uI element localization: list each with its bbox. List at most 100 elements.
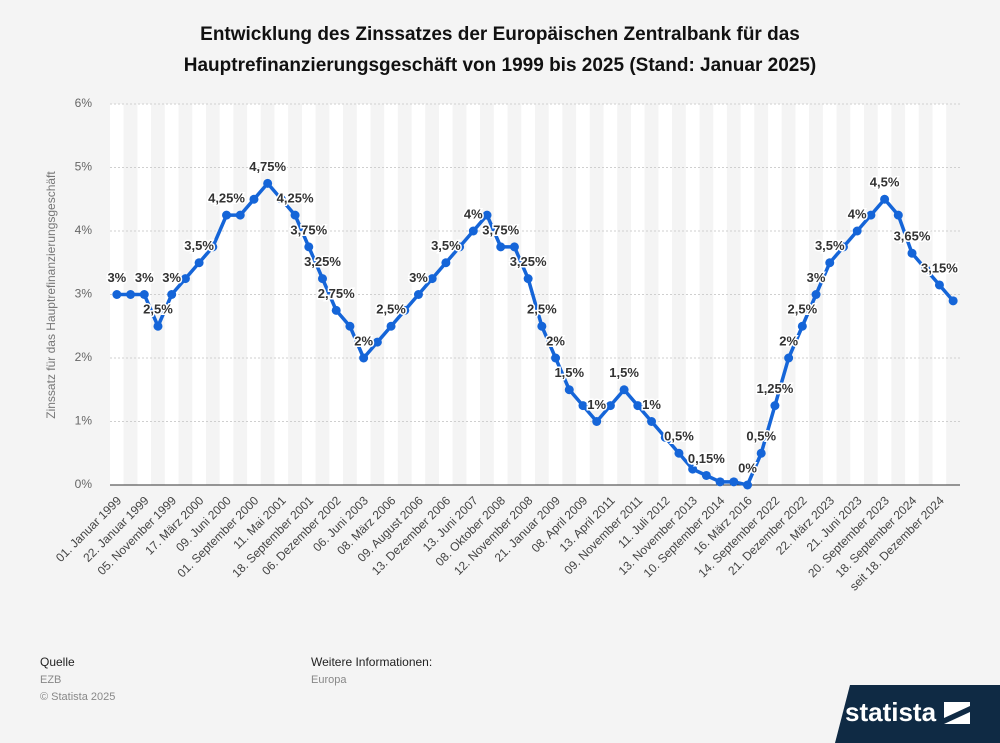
y-tick-label: 6% [75,96,93,110]
data-label: 1,5% [609,365,639,380]
point [921,264,931,274]
point [934,280,944,290]
data-label: 4% [464,206,483,221]
column-band [658,104,673,485]
point [605,401,615,411]
data-label: 3% [807,270,826,285]
data-label: 3% [409,270,428,285]
column-band [918,104,933,485]
point [222,210,232,220]
info-title: Weitere Informationen: [311,655,432,669]
point [276,194,286,204]
y-tick-label: 1% [75,414,93,428]
point [126,290,136,299]
point [441,258,451,268]
brand: statista [845,697,937,727]
y-tick-label: 5% [75,160,93,174]
point [537,321,547,331]
point [455,242,465,252]
column-band [781,104,796,485]
data-label: 3,65% [894,229,931,244]
column-band [178,104,193,485]
data-label: 2% [354,333,373,348]
data-label: 3,75% [482,222,519,237]
point [825,258,835,268]
point [413,290,423,299]
point [948,296,958,306]
point [701,470,711,480]
chart-title: Hauptrefinanzierungsgeschäft von 1999 bi… [184,55,816,76]
y-tick-label: 2% [75,350,93,364]
data-label: 2% [779,333,798,348]
point [797,321,807,331]
data-label: 3,5% [431,238,461,253]
point [551,353,561,363]
data-label: 3,25% [510,254,547,269]
column-band [205,104,220,485]
point [633,401,643,411]
point [153,321,163,331]
copyright: © Statista 2025 [40,691,115,703]
point [880,194,890,204]
point [688,464,698,474]
point [235,210,245,220]
data-label: 3,5% [184,238,214,253]
point [907,248,917,258]
point [756,448,766,458]
column-band [946,104,960,485]
column-band [685,104,700,485]
point [400,305,410,315]
column-band [822,104,837,485]
point [674,448,684,458]
point [852,226,862,236]
data-label: 3,5% [815,238,845,253]
data-label: 1% [587,397,606,412]
point [729,477,739,487]
data-label: 2,5% [143,302,173,317]
point [112,290,122,299]
data-label: 3% [135,270,154,285]
column-band [630,104,645,485]
source-title: Quelle [40,655,75,669]
data-label: 3% [107,270,126,285]
point [564,385,574,395]
data-label: 1% [642,397,661,412]
y-tick-label: 3% [75,287,93,301]
column-band [493,104,508,485]
point [811,290,821,299]
data-label: 0% [738,460,757,475]
data-label: 0,5% [664,429,694,444]
data-label: 4,25% [208,191,245,206]
column-band [713,104,727,485]
column-band [301,104,316,485]
point [893,210,903,220]
point [784,353,794,363]
point [838,242,848,252]
point [359,353,369,363]
point [509,242,519,252]
data-label: 1,25% [756,381,793,396]
point [249,194,259,204]
chart-title: Entwicklung des Zinssatzes der Europäisc… [200,24,800,45]
data-label: 2,5% [527,302,557,317]
column-band [425,104,440,485]
point [578,401,588,411]
data-label: 2% [546,333,565,348]
data-label: 2,75% [318,286,355,301]
point [345,321,355,331]
brand-box [835,685,1000,743]
point [523,274,533,284]
point [208,242,218,252]
point [318,274,327,284]
point [180,274,190,284]
point [770,401,780,411]
y-tick-label: 0% [75,477,93,491]
data-label: 4,25% [277,191,314,206]
data-label: 3% [162,270,181,285]
data-label: 1,5% [554,365,584,380]
column-band [905,104,919,485]
column-band [466,104,481,485]
data-label: 4,5% [870,175,900,190]
point [468,226,478,236]
data-label: 3,15% [921,260,958,275]
